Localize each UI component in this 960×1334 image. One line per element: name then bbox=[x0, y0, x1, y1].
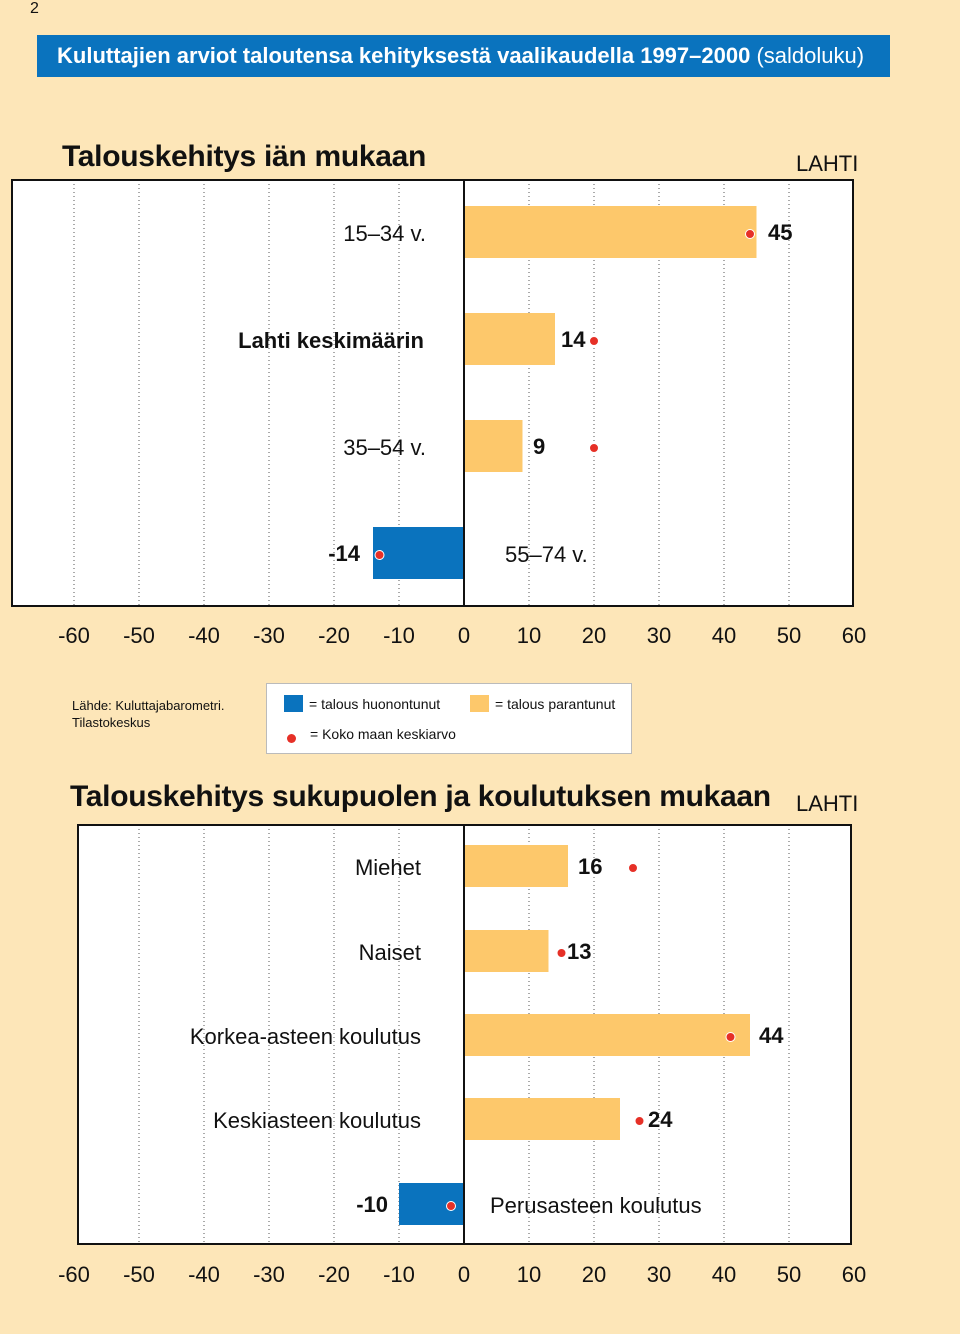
age-value-label: 14 bbox=[561, 327, 586, 352]
age-tick-label: -50 bbox=[123, 623, 155, 648]
page-number: 2 bbox=[30, 0, 39, 17]
age-tick-label: 40 bbox=[712, 623, 736, 648]
legend-label-dot: = Koko maan keskiarvo bbox=[310, 726, 456, 742]
age-value-label: 45 bbox=[768, 220, 792, 245]
legend-swatch-positive bbox=[470, 695, 489, 712]
gender-education-category-label: Miehet bbox=[355, 855, 421, 880]
gender-education-value-label: 24 bbox=[648, 1107, 673, 1132]
gender-education-average-dot bbox=[725, 1032, 736, 1042]
chart2-title: Talouskehitys sukupuolen ja koulutuksen … bbox=[70, 780, 771, 813]
legend-swatch-dot bbox=[287, 733, 296, 743]
age-average-dot bbox=[589, 443, 599, 453]
gender-education-tick-label: -10 bbox=[383, 1262, 415, 1287]
gender-education-average-dot bbox=[628, 863, 638, 873]
gender-education-value-label: 13 bbox=[567, 939, 591, 964]
gender-education-tick-label: 0 bbox=[458, 1262, 470, 1287]
gender-education-bar bbox=[464, 845, 568, 887]
age-tick-label: 30 bbox=[647, 623, 671, 648]
age-tick-label: 20 bbox=[582, 623, 606, 648]
gender-education-value-label: 44 bbox=[759, 1023, 784, 1048]
age-category-label: 35–54 v. bbox=[343, 435, 426, 460]
age-tick-label: 10 bbox=[517, 623, 541, 648]
age-tick-label: 60 bbox=[842, 623, 866, 648]
gender-education-average-dot bbox=[556, 948, 567, 958]
source-note: Lähde: Kuluttajabarometri. Tilastokeskus bbox=[72, 697, 224, 731]
age-tick-label: -30 bbox=[253, 623, 285, 648]
gender-education-tick-label: -30 bbox=[253, 1262, 285, 1287]
gender-education-value-label: 16 bbox=[578, 854, 602, 879]
age-category-label: 15–34 v. bbox=[343, 221, 426, 246]
age-tick-label: -40 bbox=[188, 623, 220, 648]
gender-education-category-label: Perusasteen koulutus bbox=[490, 1193, 702, 1218]
age-tick-label: 50 bbox=[777, 623, 801, 648]
banner-subtitle: (saldoluku) bbox=[756, 43, 865, 68]
age-tick-label: -60 bbox=[58, 623, 90, 648]
age-average-dot bbox=[589, 336, 599, 346]
legend-item-positive: = talous parantunut bbox=[470, 695, 615, 712]
gender-education-category-label: Naiset bbox=[359, 940, 421, 965]
gender-education-average-dot bbox=[446, 1201, 456, 1211]
chart2-corner-label: LAHTI bbox=[796, 791, 859, 816]
gender-education-tick-label: -20 bbox=[318, 1262, 350, 1287]
gender-education-bar bbox=[464, 930, 549, 972]
age-bar bbox=[464, 420, 523, 472]
age-bar bbox=[464, 313, 555, 365]
gender-education-value-label: -10 bbox=[356, 1192, 388, 1217]
age-value-label: -14 bbox=[328, 541, 361, 566]
age-tick-label: -10 bbox=[383, 623, 415, 648]
banner: Kuluttajien arviot taloutensa kehitykses… bbox=[37, 35, 890, 77]
chart1-corner-label: LAHTI bbox=[796, 151, 859, 176]
gender-education-bar bbox=[464, 1014, 750, 1056]
age-chart: 15–34 v. Lahti keskimäärin 35–54 v. 55–74 v… bbox=[11, 179, 866, 648]
gender-education-bar bbox=[464, 1098, 620, 1140]
age-tick-label: 0 bbox=[458, 623, 470, 648]
legend-item-dot: = Koko maan keskiarvo bbox=[287, 726, 456, 743]
gender-education-frame bbox=[77, 824, 852, 1245]
legend-label-negative: = talous huonontunut bbox=[309, 695, 441, 712]
age-value-label: 9 bbox=[533, 434, 545, 459]
legend-swatch-negative bbox=[284, 695, 303, 712]
source-line-2: Tilastokeskus bbox=[72, 715, 151, 730]
banner-title: Kuluttajien arviot taloutensa kehitykses… bbox=[57, 43, 751, 68]
gender-education-average-dot bbox=[634, 1116, 645, 1126]
source-line-1: Lähde: Kuluttajabarometri. bbox=[72, 698, 225, 713]
gender-education-tick-label: 50 bbox=[777, 1262, 801, 1287]
chart1-title: Talouskehitys iän mukaan bbox=[62, 140, 427, 173]
legend-item-negative: = talous huonontunut bbox=[284, 695, 440, 712]
age-average-dot bbox=[374, 550, 385, 560]
gender-education-tick-label: 20 bbox=[582, 1262, 606, 1287]
age-category-label: Lahti keskimäärin bbox=[238, 328, 424, 353]
age-tick-label: -20 bbox=[318, 623, 350, 648]
gender-education-category-label: Korkea-asteen koulutus bbox=[190, 1024, 421, 1049]
legend: = talous huonontunut = talous parantunut… bbox=[266, 683, 632, 754]
age-average-dot bbox=[745, 229, 755, 239]
gender-education-tick-label: 60 bbox=[842, 1262, 866, 1287]
age-bar bbox=[373, 527, 464, 579]
gender-education-category-label: Keskiasteen koulutus bbox=[213, 1108, 421, 1133]
gender-education-tick-label: -60 bbox=[58, 1262, 90, 1287]
gender-education-tick-label: 10 bbox=[517, 1262, 541, 1287]
age-bar bbox=[464, 206, 757, 258]
age-category-label: 55–74 v. bbox=[505, 542, 588, 567]
gender-education-tick-label: 30 bbox=[647, 1262, 671, 1287]
legend-label-positive: = talous parantunut bbox=[495, 695, 616, 712]
gender-education-tick-label: -40 bbox=[188, 1262, 220, 1287]
age-frame bbox=[11, 179, 854, 607]
gender-education-tick-label: -50 bbox=[123, 1262, 155, 1287]
gender-education-tick-label: 40 bbox=[712, 1262, 736, 1287]
